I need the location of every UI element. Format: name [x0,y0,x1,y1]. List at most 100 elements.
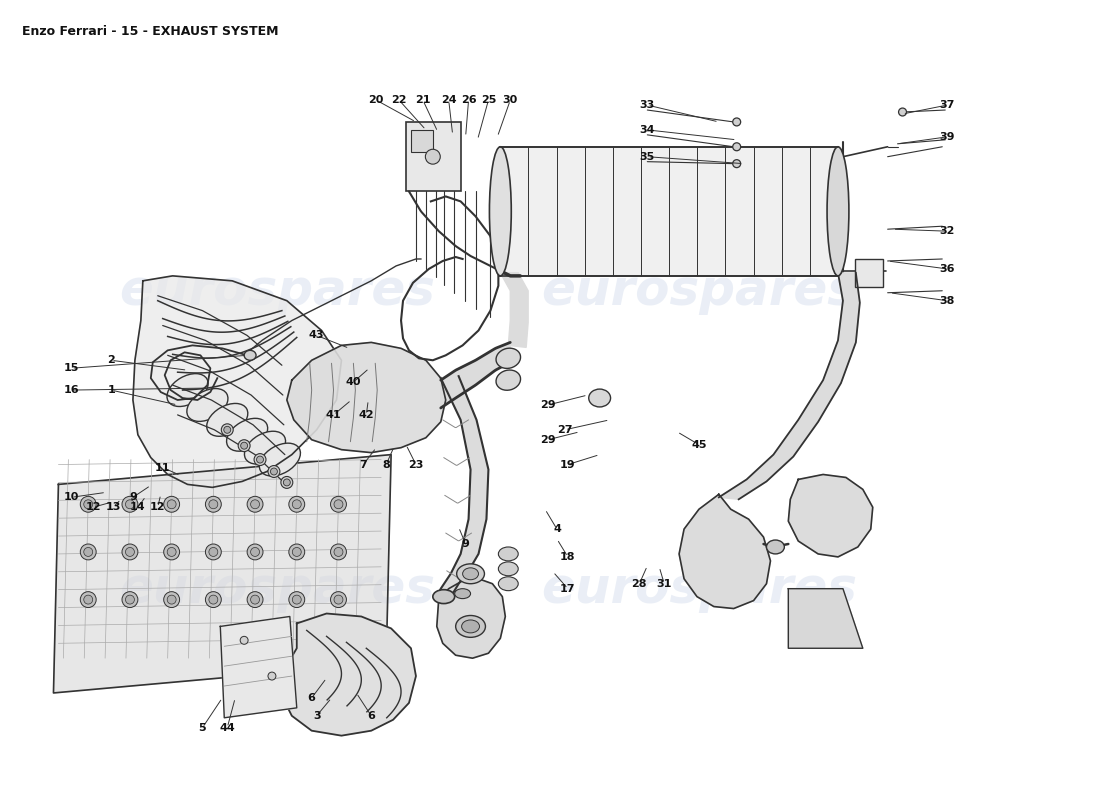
Ellipse shape [227,418,267,451]
Polygon shape [500,273,528,347]
Ellipse shape [240,636,249,644]
Polygon shape [282,614,416,736]
Text: eurospares: eurospares [119,266,435,314]
Ellipse shape [251,500,260,509]
Ellipse shape [293,500,301,509]
Text: 12: 12 [150,502,165,512]
Ellipse shape [206,544,221,560]
Ellipse shape [122,496,138,512]
Text: eurospares: eurospares [541,565,857,613]
Text: 17: 17 [560,584,575,594]
Ellipse shape [490,146,512,276]
Ellipse shape [899,108,906,116]
Polygon shape [437,578,505,658]
Polygon shape [718,273,860,499]
Text: eurospares: eurospares [541,266,857,314]
Ellipse shape [268,672,276,680]
Ellipse shape [463,568,478,580]
Text: 42: 42 [359,410,374,420]
Ellipse shape [221,424,233,436]
Polygon shape [54,454,392,693]
Text: 45: 45 [691,440,706,450]
Text: 11: 11 [155,462,170,473]
Text: 28: 28 [631,578,647,589]
Ellipse shape [256,456,264,463]
Ellipse shape [84,595,92,604]
Ellipse shape [496,370,520,390]
Polygon shape [220,617,297,718]
Text: 15: 15 [64,363,79,374]
Bar [500,146,838,276]
Text: 5: 5 [199,722,206,733]
Ellipse shape [187,389,228,422]
Ellipse shape [125,547,134,557]
Ellipse shape [244,350,256,360]
Bar [411,130,432,152]
Text: 1: 1 [107,385,114,395]
Ellipse shape [334,500,343,509]
Polygon shape [436,376,488,598]
Text: 43: 43 [309,330,324,341]
Ellipse shape [454,589,471,598]
Ellipse shape [80,496,96,512]
Ellipse shape [260,443,300,476]
Ellipse shape [239,440,250,452]
Text: 36: 36 [939,264,955,274]
Ellipse shape [167,500,176,509]
Text: 16: 16 [64,385,79,395]
Ellipse shape [164,544,179,560]
Text: 39: 39 [939,132,955,142]
Ellipse shape [125,500,134,509]
Text: 27: 27 [557,425,573,434]
Ellipse shape [289,544,305,560]
Text: 8: 8 [383,459,390,470]
Ellipse shape [733,160,740,168]
Polygon shape [679,494,770,609]
Text: 25: 25 [481,95,496,105]
Text: 18: 18 [560,552,575,562]
Ellipse shape [84,547,92,557]
Ellipse shape [209,500,218,509]
Ellipse shape [248,592,263,607]
Text: 34: 34 [639,125,656,135]
Text: 4: 4 [553,524,561,534]
Polygon shape [789,474,872,557]
Ellipse shape [498,577,518,590]
Ellipse shape [293,595,301,604]
Ellipse shape [241,442,248,449]
Ellipse shape [167,374,208,406]
Ellipse shape [496,348,520,369]
Text: 24: 24 [441,95,456,105]
Ellipse shape [254,454,266,466]
Text: 37: 37 [939,100,955,110]
Ellipse shape [334,595,343,604]
Ellipse shape [167,547,176,557]
Text: 9: 9 [462,539,470,549]
Ellipse shape [289,496,305,512]
Text: 6: 6 [367,710,375,721]
Text: 6: 6 [308,693,316,703]
Ellipse shape [284,479,290,486]
Text: 33: 33 [640,100,654,110]
Ellipse shape [498,547,518,561]
Bar [406,122,461,191]
Ellipse shape [248,496,263,512]
Ellipse shape [167,595,176,604]
Ellipse shape [209,595,218,604]
Text: 7: 7 [360,459,367,470]
Ellipse shape [767,540,784,554]
Ellipse shape [456,564,484,584]
Ellipse shape [80,592,96,607]
Ellipse shape [80,544,96,560]
Ellipse shape [733,142,740,150]
Text: 12: 12 [86,502,101,512]
Text: 32: 32 [939,226,955,236]
Text: 44: 44 [219,722,235,733]
Ellipse shape [207,403,248,436]
Ellipse shape [293,547,301,557]
Ellipse shape [280,477,293,488]
Text: 21: 21 [415,95,430,105]
Ellipse shape [164,496,179,512]
Text: 41: 41 [326,410,341,420]
Ellipse shape [330,496,346,512]
